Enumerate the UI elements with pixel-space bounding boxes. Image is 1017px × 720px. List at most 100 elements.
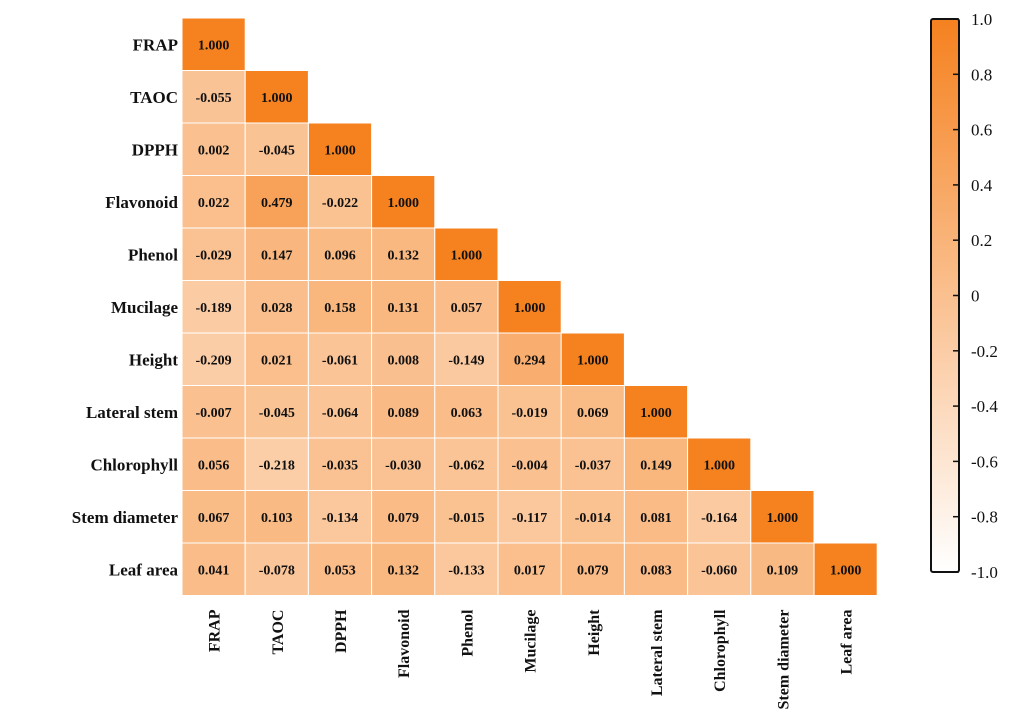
heatmap-cell [181, 542, 246, 596]
heatmap-cell [497, 490, 562, 544]
cell-value: 0.147 [261, 248, 293, 263]
cell-value: -0.035 [322, 458, 358, 473]
row-label: Height [129, 350, 178, 369]
cell-value: 1.000 [387, 196, 419, 211]
heatmap-cell [560, 332, 625, 386]
heatmap-cell [244, 542, 309, 596]
colorbar-tick-label: -0.2 [971, 342, 998, 361]
heatmap-cell [307, 280, 373, 334]
cell-value: 0.158 [324, 301, 356, 316]
cell-value: -0.164 [701, 511, 737, 526]
cell-value: 0.079 [387, 511, 419, 526]
colorbar-tick-label: 0 [971, 287, 980, 306]
heatmap-cell [371, 280, 436, 334]
heatmap-cell [623, 385, 689, 439]
cell-value: 0.021 [261, 353, 293, 368]
cell-value: 0.063 [451, 406, 483, 421]
row-label: FRAP [133, 35, 178, 54]
row-label: Lateral stem [86, 403, 178, 422]
heatmap-cell [244, 175, 309, 229]
heatmap-cell [434, 280, 499, 334]
cell-value: -0.030 [385, 458, 421, 473]
colorbar: 1.0 0.8 0.6 0.4 0.2 0 -0.2 -0.4 -0.6 -0.8 -1.0 [930, 10, 998, 582]
colorbar-tick-label: -0.4 [971, 397, 998, 416]
row-label: Mucilage [111, 298, 178, 317]
heatmap-cell [371, 227, 436, 281]
column-label: Flavonoid [396, 609, 413, 678]
cell-value: 1.000 [198, 38, 230, 53]
heatmap-cell [497, 437, 562, 491]
row-label: TAOC [130, 88, 178, 107]
cell-value: 0.131 [387, 301, 419, 316]
colorbar-tick-label: -0.8 [971, 508, 998, 527]
cell-value: 0.132 [387, 248, 419, 263]
cell-value: -0.064 [322, 406, 358, 421]
cell-value: 0.079 [577, 563, 609, 578]
column-label: FRAP [207, 609, 224, 652]
cell-value: 0.081 [640, 511, 672, 526]
cell-value: 0.053 [324, 563, 356, 578]
cell-value: -0.045 [259, 143, 295, 158]
cell-value: -0.133 [448, 563, 484, 578]
cell-value: -0.149 [448, 353, 484, 368]
cell-value: 0.017 [514, 563, 546, 578]
colorbar-tick-label: 0.6 [971, 121, 992, 140]
column-label: DPPH [333, 609, 350, 653]
heatmap-cell [750, 490, 815, 544]
cell-value: 0.294 [514, 353, 546, 368]
colorbar-tick-label: -0.6 [971, 452, 998, 471]
cell-value: -0.015 [448, 511, 484, 526]
cell-value: -0.117 [512, 511, 547, 526]
cell-value: 0.056 [198, 458, 230, 473]
cell-value: 0.002 [198, 143, 230, 158]
heatmap-cell [687, 437, 752, 491]
colorbar-tick-label: 1.0 [971, 10, 992, 29]
cell-value: 0.069 [577, 406, 609, 421]
cell-value: 1.000 [640, 406, 672, 421]
column-label: Lateral stem [649, 609, 666, 696]
cell-value: -0.134 [322, 511, 358, 526]
heatmap-cell [371, 437, 436, 491]
heatmap-cell [434, 490, 499, 544]
row-labels: FRAP TAOC DPPH Flavonoid Phenol Mucilage Heigh… [72, 35, 179, 579]
heatmap-cell [371, 490, 436, 544]
cell-value: -0.007 [196, 406, 232, 421]
heatmap-cell [181, 70, 246, 124]
heatmap-cell [371, 175, 436, 229]
heatmap-cell [244, 280, 309, 334]
heatmap-cell [687, 542, 752, 596]
cell-value: -0.060 [701, 563, 737, 578]
row-label: DPPH [132, 140, 178, 159]
heatmap-cell [307, 122, 373, 176]
heatmap-cell [181, 437, 246, 491]
heatmap-cell [244, 332, 309, 386]
cell-value: -0.209 [196, 353, 232, 368]
column-label: TAOC [270, 610, 287, 655]
heatmap-cell [497, 332, 562, 386]
heatmap-cell [307, 437, 373, 491]
cell-value: -0.004 [512, 458, 548, 473]
row-label: Stem diameter [72, 508, 179, 527]
cell-value: 1.000 [451, 248, 483, 263]
heatmap-cell [307, 385, 373, 439]
heatmap-cell [371, 332, 436, 386]
heatmap-cell [181, 280, 246, 334]
heatmap-cell [623, 490, 689, 544]
column-label: Chlorophyll [712, 609, 729, 692]
cell-value: 0.096 [324, 248, 356, 263]
heatmap-cell [371, 542, 436, 596]
heatmap-cell [181, 332, 246, 386]
heatmap-cell [687, 490, 752, 544]
heatmap-cell [434, 542, 499, 596]
heatmap-cell [244, 70, 309, 124]
cell-value: 1.000 [577, 353, 609, 368]
heatmap-cell [244, 227, 309, 281]
heatmap-cell [181, 385, 246, 439]
cell-value: -0.037 [575, 458, 611, 473]
heatmap-cell [497, 280, 562, 334]
colorbar-ticks: 1.0 0.8 0.6 0.4 0.2 0 -0.2 -0.4 -0.6 -0.8 -1.0 [953, 10, 998, 582]
column-label: Phenol [459, 609, 476, 657]
row-label: Leaf area [109, 560, 179, 579]
cell-value: 0.041 [198, 563, 230, 578]
cell-value: -0.062 [448, 458, 484, 473]
